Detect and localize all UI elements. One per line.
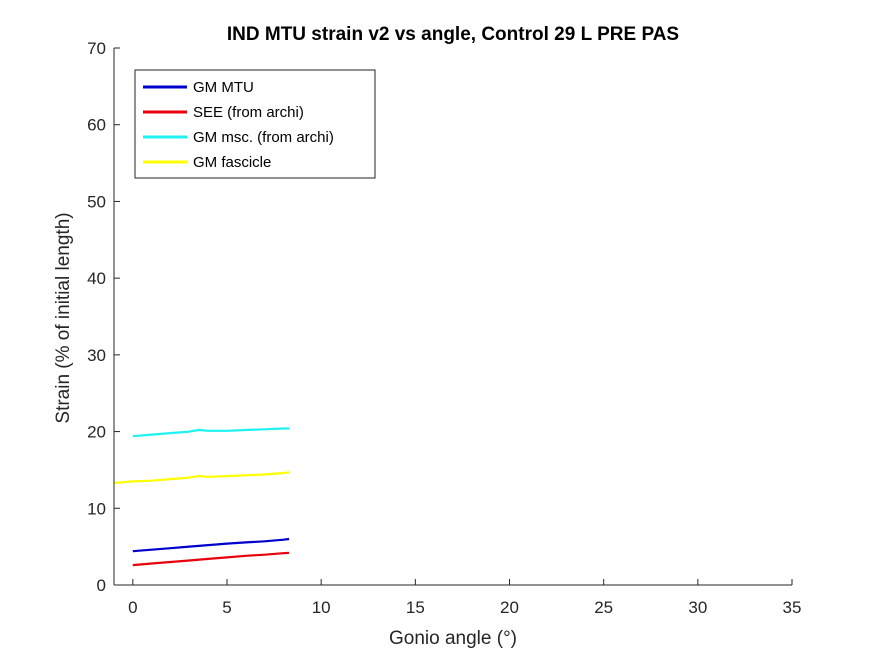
series-line-0 — [132, 537, 290, 553]
x-axis-ticks: 0 5 10 15 20 25 30 35 — [128, 579, 801, 617]
series-line-2 — [132, 427, 290, 438]
y-tick-label: 40 — [87, 269, 106, 288]
x-tick-label: 5 — [222, 598, 231, 617]
x-tick-label: 30 — [688, 598, 707, 617]
series-layer — [113, 427, 290, 567]
y-axis-ticks: 0 10 20 30 40 50 60 70 — [87, 39, 120, 595]
legend-label: GM fascicle — [193, 154, 271, 171]
x-tick-label: 35 — [783, 598, 802, 617]
legend-label: SEE (from archi) — [193, 104, 304, 121]
y-axis-label: Strain (% of initial length) — [53, 212, 74, 423]
legend-label: GM MTU — [193, 79, 254, 96]
y-tick-label: 50 — [87, 192, 106, 211]
y-tick-label: 60 — [87, 116, 106, 135]
y-tick-label: 10 — [87, 499, 106, 518]
series-line-3 — [113, 471, 290, 485]
series-line-1 — [132, 551, 290, 567]
x-tick-label: 15 — [406, 598, 425, 617]
y-tick-label: 0 — [97, 576, 106, 595]
x-tick-label: 25 — [594, 598, 613, 617]
y-tick-label: 30 — [87, 346, 106, 365]
x-tick-label: 0 — [128, 598, 137, 617]
y-tick-label: 70 — [87, 39, 106, 58]
y-tick-label: 20 — [87, 423, 106, 442]
x-tick-label: 10 — [312, 598, 331, 617]
chart-title: IND MTU strain v2 vs angle, Control 29 L… — [227, 24, 679, 45]
legend-label: GM msc. (from archi) — [193, 129, 334, 146]
legend: GM MTU SEE (from archi) GM msc. (from arch… — [134, 69, 376, 179]
x-axis-label: Gonio angle (°) — [389, 628, 517, 649]
x-tick-label: 20 — [500, 598, 519, 617]
